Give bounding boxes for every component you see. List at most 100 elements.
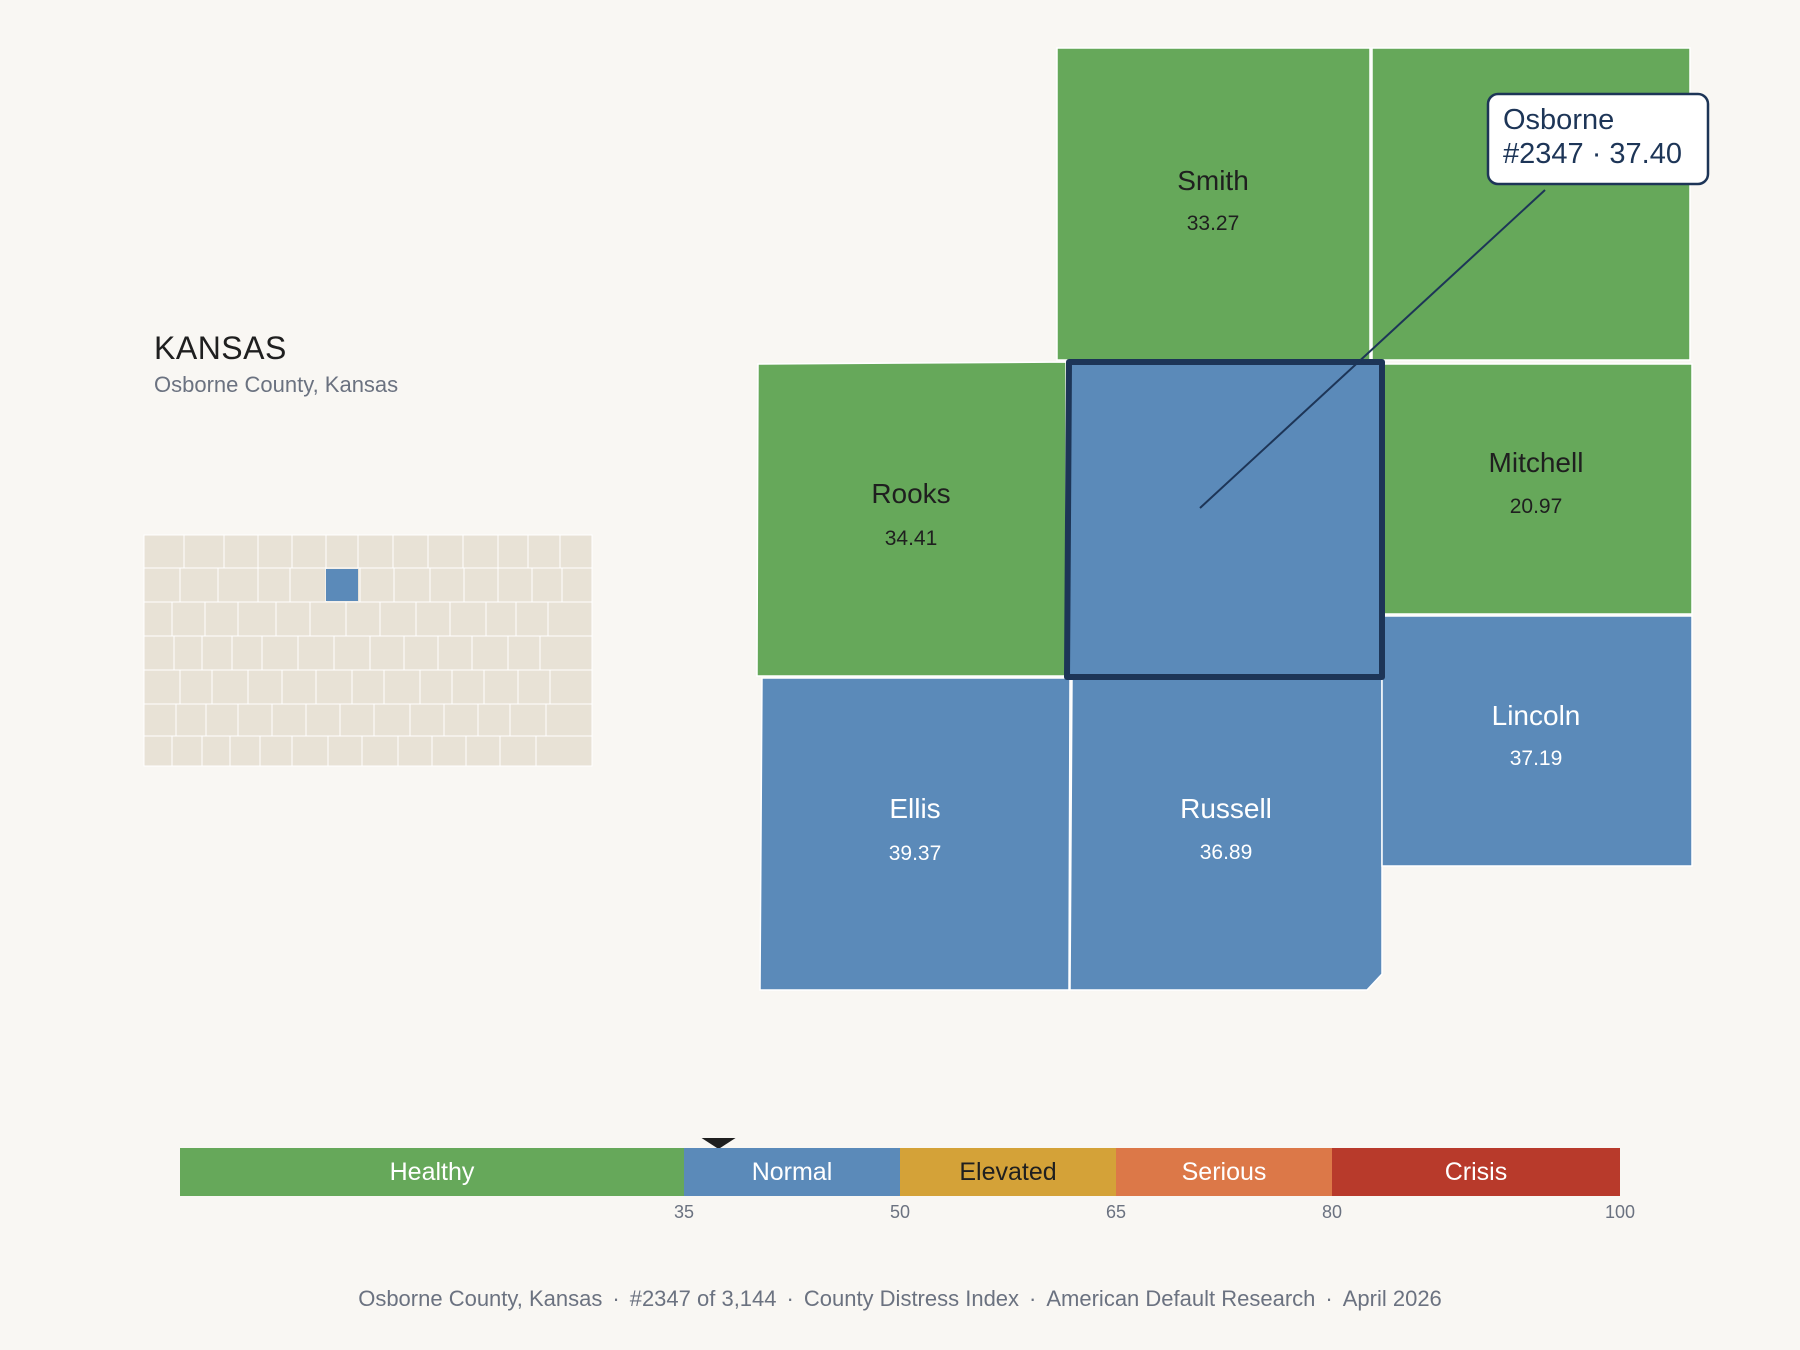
legend-label-normal: Normal [752,1158,833,1186]
inset-county [409,703,445,737]
inset-county [143,703,177,737]
legend-segment-elevated [900,1148,1116,1196]
inset-county [359,567,395,603]
inset-county [497,567,533,603]
callout-rank-value: #2347 · 37.40 [1503,138,1682,170]
legend-segment-healthy [180,1148,684,1196]
legend-segment-normal [684,1148,900,1196]
inset-county [257,567,291,603]
inset-county [415,601,451,637]
inset-county [397,735,433,767]
legend-tick-label: 50 [890,1202,910,1222]
inset-county [333,635,371,671]
legend-segment-serious [1116,1148,1332,1196]
state-title: KANSAS [154,330,287,366]
inset-county [361,735,399,767]
inset-county [315,669,353,705]
inset-county [527,534,561,569]
county-lincoln[interactable] [1381,615,1693,867]
inset-county [531,567,563,603]
inset-county [281,669,317,705]
inset-county [231,635,263,671]
inset-county [271,703,307,737]
county-callout: Osborne #2347 · 37.40 [1199,92,1710,509]
inset-county [545,703,593,737]
state-subtitle: Osborne County, Kansas [154,372,399,397]
legend-label-serious: Serious [1182,1158,1267,1186]
inset-county [507,635,541,671]
inset-county [205,703,239,737]
inset-county [297,635,335,671]
inset-county [143,567,181,603]
county-russell[interactable] [1069,677,1383,991]
legend-segment-crisis [1332,1148,1620,1196]
inset-county [229,735,261,767]
inset-county [403,635,439,671]
inset-county [175,703,207,737]
inset-county [431,735,467,767]
inset-county [201,735,231,767]
legend-tick-label: 80 [1322,1202,1342,1222]
inset-county [291,534,327,569]
inset-county [451,669,485,705]
inset-highlighted-county [326,569,358,601]
county-value-rooks: 34.41 [885,527,938,550]
county-ellis[interactable] [759,677,1071,991]
inset-county [515,601,549,637]
inset-county [499,735,537,767]
inset-county [437,635,473,671]
inset-county [237,703,273,737]
inset-county [237,601,277,637]
inset-county [429,567,465,603]
inset-county [275,601,311,637]
inset-county [561,567,593,603]
inset-county [471,635,509,671]
inset-county [383,669,421,705]
county-smith[interactable] [1056,47,1371,361]
inset-county [547,601,593,637]
inset-county [223,534,259,569]
inset-county [143,601,173,637]
inset-county [497,534,529,569]
legend-marker-triangle [701,1138,736,1149]
callout-box [1486,92,1710,186]
county-value-russell: 36.89 [1200,841,1253,864]
county-mitchell[interactable] [1381,363,1693,615]
inset-county [173,635,203,671]
county-label-ellis: Ellis [889,793,940,824]
inset-county [427,534,464,569]
inset-county [351,669,385,705]
inset-county [379,601,417,637]
county-value-lincoln: 37.19 [1510,747,1563,770]
inset-county [535,735,593,767]
legend-label-crisis: Crisis [1445,1158,1508,1186]
inset-county [373,703,411,737]
inset-county [357,534,394,569]
callout-county-name: Osborne [1503,104,1614,136]
inset-county [261,635,299,671]
inset-county [143,635,175,671]
inset-county [483,669,519,705]
inset-county [485,601,517,637]
inset-county [517,669,551,705]
inset-county [257,534,293,569]
inset-county [463,567,499,603]
footer-date: April 2026 [1342,1286,1442,1311]
inset-county [309,601,347,637]
footer-rank: #2347 of 3,144 [629,1286,777,1311]
inset-county [143,735,173,767]
county-rooks[interactable] [756,361,1067,677]
inset-county [217,567,259,603]
inset-county [549,669,593,705]
inset-county [211,669,249,705]
legend-tick-label: 65 [1106,1202,1126,1222]
inset-county [247,669,283,705]
inset-county [143,534,185,569]
distress-scale-legend: Healthy Normal Elevated Serious Crisis 35 50 6… [180,1138,1635,1222]
inset-county [179,669,213,705]
county-osborne[interactable] [1064,359,1385,680]
inset-county [201,635,233,671]
inset-county [171,601,206,637]
inset-county [393,567,431,603]
